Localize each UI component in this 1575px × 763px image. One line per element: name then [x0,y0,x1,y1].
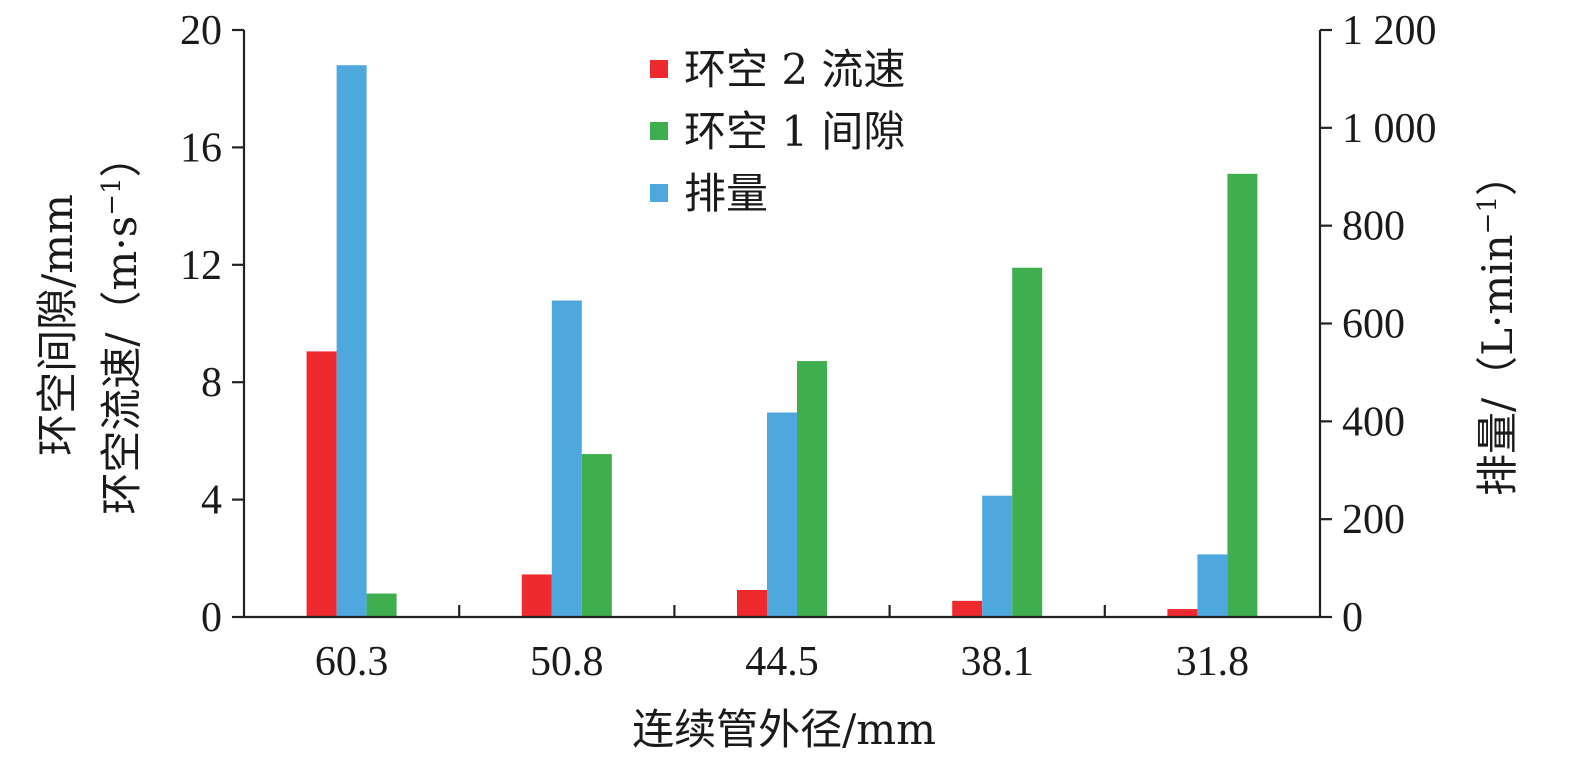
left-axis-title-line2-main: 环空流速/（m·s [97,216,146,515]
right-axis-title: 排量/（L·min−1） [1473,154,1522,496]
x-axis-title: 连续管外径/mm [632,705,936,754]
bar-right-s1-4 [1197,554,1228,617]
bar-left-s2-4 [1227,173,1258,617]
bar-left-s2-1 [581,454,612,617]
bars-group [306,65,1258,618]
left-tick-label: 16 [180,125,222,171]
bar-right-s1-1 [551,300,582,617]
right-axis-title-sup: −1 [1473,196,1503,234]
legend-swatch [650,60,668,78]
bar-right-s1-3 [982,495,1013,617]
bar-left-s2-2 [797,361,827,617]
legend-swatch [650,184,668,202]
right-axis-title-main: 排量/（L·min [1473,234,1522,496]
bar-left-s2-3 [1012,267,1043,617]
right-tick-label: 200 [1342,497,1405,543]
left-tick-label: 8 [201,360,222,406]
bar-left-s0-2 [737,589,767,617]
legend-label: 排量 [684,169,768,218]
left-axis-title-line2-sup: −1 [97,177,127,215]
bar-left-s0-3 [952,600,983,617]
bar-left-s0-4 [1167,609,1198,617]
legend-swatch [650,122,668,140]
bar-left-s0-0 [306,351,337,617]
legend-label: 环空 2 流速 [684,45,905,94]
x-tick-label: 44.5 [745,639,819,685]
left-tick-label: 12 [180,243,222,289]
right-tick-label: 1 200 [1342,8,1437,54]
right-tick-label: 0 [1342,595,1363,641]
bar-left-s0-1 [521,574,552,617]
right-tick-label: 800 [1342,204,1405,250]
left-axis-title-line2-close: ） [97,135,146,177]
bar-left-s2-0 [366,593,397,617]
bar-right-s1-2 [767,412,797,617]
legend-label: 环空 1 间隙 [684,107,905,156]
right-tick-label: 600 [1342,302,1405,348]
x-tick-label: 38.1 [960,639,1034,685]
right-tick-label: 1 000 [1342,106,1437,152]
x-tick-label: 31.8 [1176,639,1250,685]
x-tick-label: 50.8 [530,639,604,685]
right-axis-title-close: ） [1473,154,1522,196]
left-axis-title-line1: 环空间隙/mm [33,194,82,456]
bar-right-s1-0 [336,65,367,618]
x-tick-label: 60.3 [315,639,389,685]
left-tick-label: 20 [180,8,222,54]
left-tick-label: 0 [201,595,222,641]
left-axis-title-line2: 环空流速/（m·s−1） [97,135,146,514]
left-tick-label: 4 [201,478,222,524]
right-tick-label: 400 [1342,399,1405,445]
